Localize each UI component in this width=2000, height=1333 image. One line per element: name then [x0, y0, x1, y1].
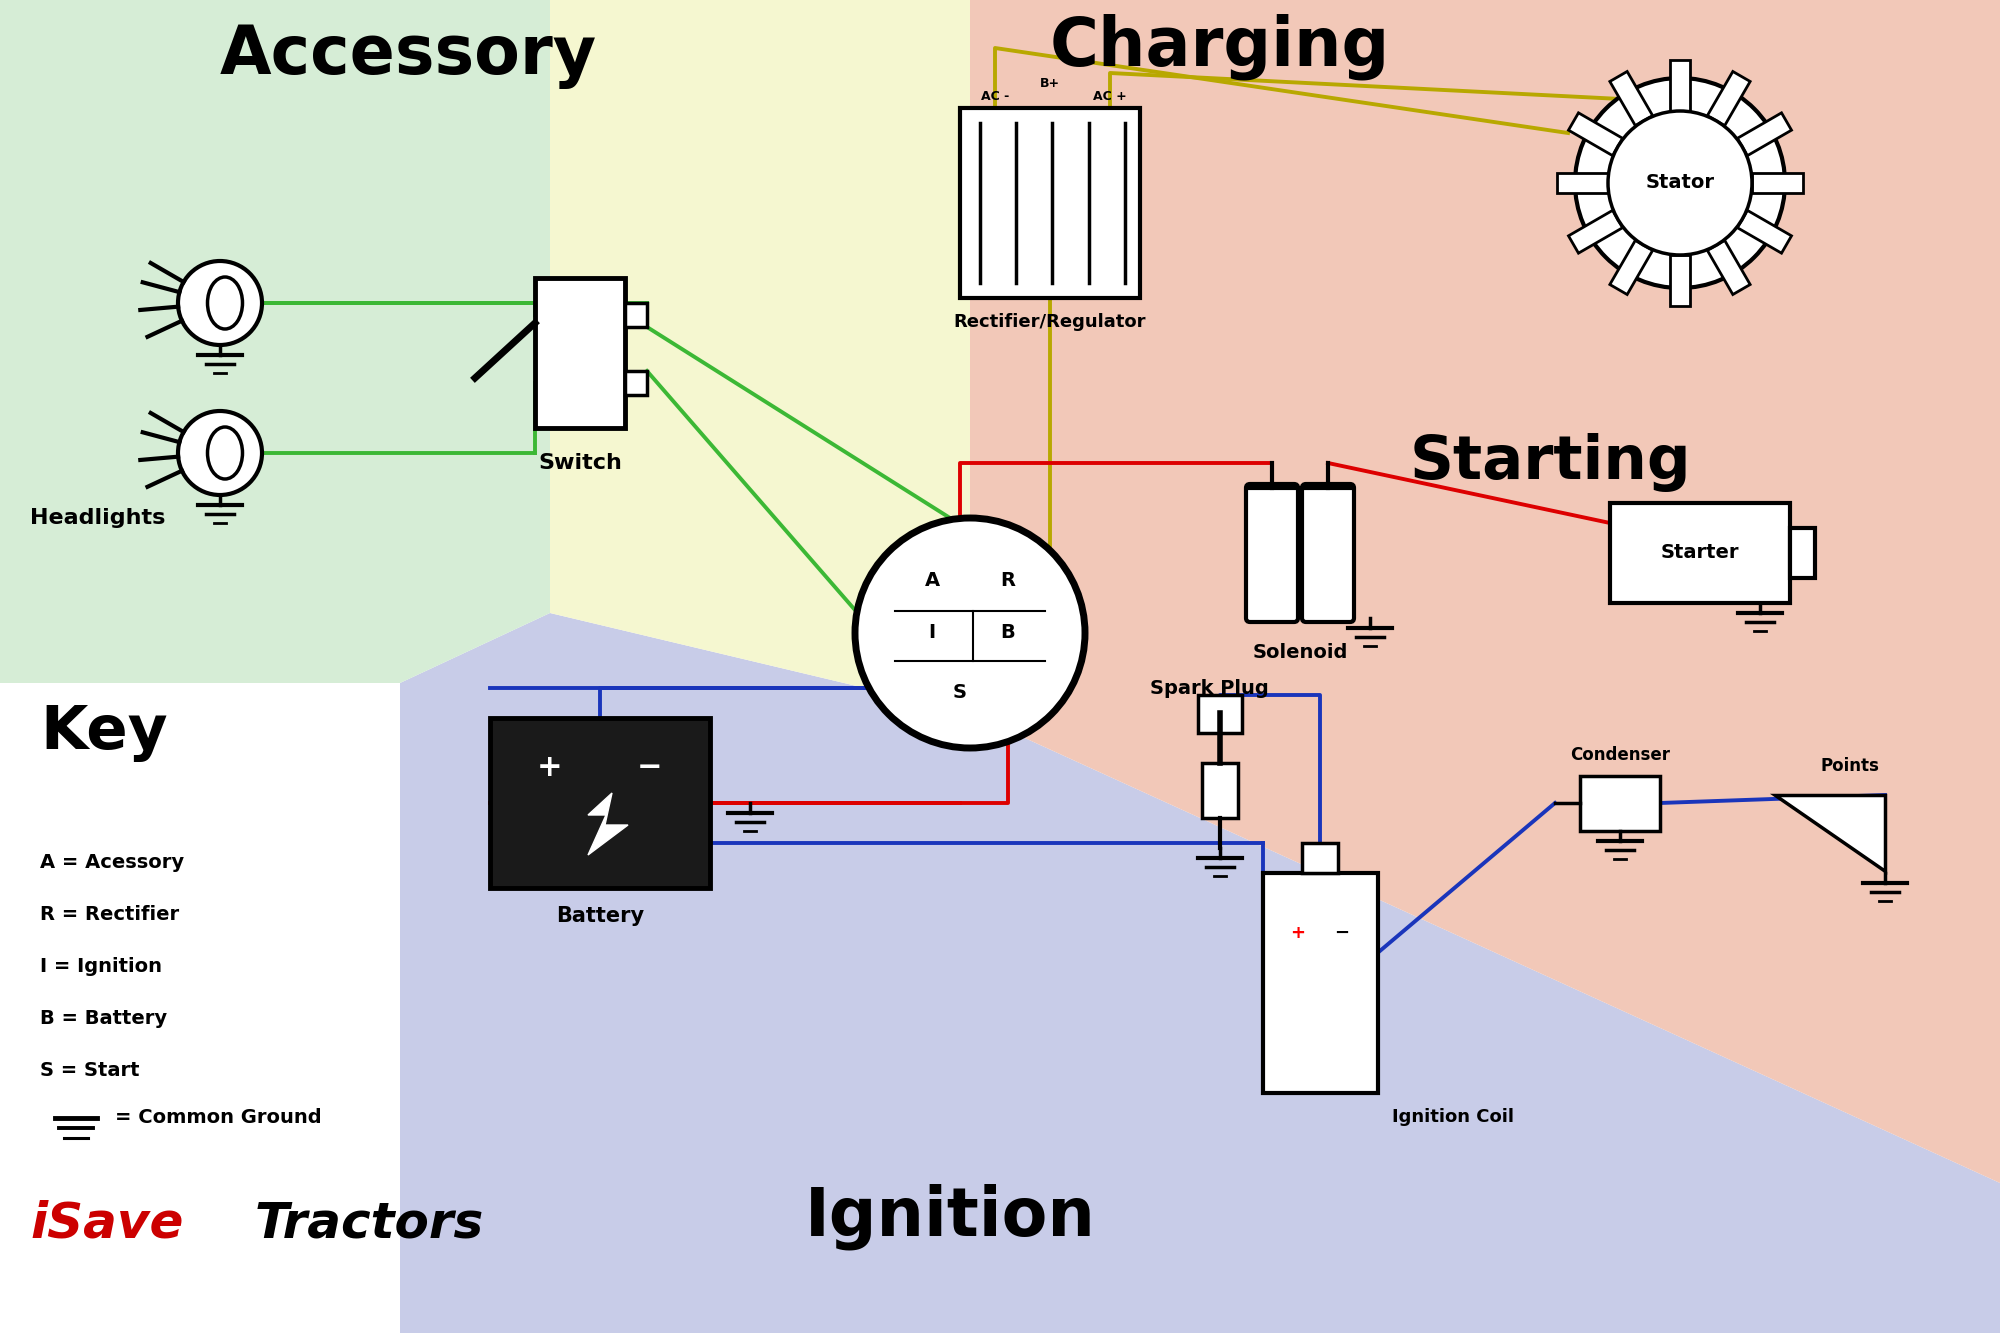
Polygon shape [970, 0, 2000, 1182]
Polygon shape [1568, 113, 1622, 156]
Bar [960, 108, 1140, 299]
Polygon shape [1670, 60, 1690, 111]
Text: R: R [1000, 572, 1016, 591]
Text: −: − [1334, 924, 1350, 942]
Text: Starter: Starter [1660, 544, 1740, 563]
FancyBboxPatch shape [1246, 484, 1298, 623]
Text: R = Rectifier: R = Rectifier [40, 905, 180, 924]
Bar [1202, 762, 1238, 818]
Text: iSave: iSave [30, 1200, 184, 1248]
Text: Condenser: Condenser [1570, 745, 1670, 764]
Circle shape [178, 411, 262, 495]
Bar [536, 279, 624, 428]
Bar [624, 371, 648, 395]
Polygon shape [1738, 211, 1792, 253]
Text: A = Acessory: A = Acessory [40, 853, 184, 872]
Polygon shape [0, 682, 400, 1333]
Text: Solenoid: Solenoid [1252, 643, 1348, 663]
Text: Starting: Starting [1410, 433, 1690, 492]
Bar [490, 718, 710, 888]
Text: AC -: AC - [980, 91, 1010, 103]
Text: Ignition: Ignition [804, 1182, 1096, 1249]
Circle shape [1608, 111, 1752, 255]
Text: B: B [1000, 624, 1016, 643]
Bar [1790, 528, 1814, 579]
Bar [1262, 873, 1378, 1093]
Circle shape [178, 261, 262, 345]
Polygon shape [1776, 794, 1886, 870]
Polygon shape [1708, 240, 1750, 295]
Bar [1580, 776, 1660, 830]
Text: S: S [954, 684, 968, 702]
Text: −: − [638, 753, 662, 782]
Ellipse shape [208, 277, 242, 329]
Polygon shape [1610, 72, 1652, 125]
Polygon shape [1738, 113, 1792, 156]
Polygon shape [0, 0, 550, 682]
Bar [1302, 842, 1338, 873]
Polygon shape [400, 613, 2000, 1333]
Polygon shape [550, 0, 970, 713]
Circle shape [854, 519, 1084, 748]
Text: +: + [538, 753, 562, 782]
Text: B+: B+ [1040, 77, 1060, 91]
Polygon shape [588, 793, 628, 854]
Text: I: I [928, 624, 936, 643]
FancyBboxPatch shape [1302, 484, 1354, 623]
Circle shape [1576, 79, 1786, 288]
Text: Stator: Stator [1646, 173, 1714, 192]
Text: Ignition Coil: Ignition Coil [1392, 1108, 1514, 1126]
Text: I = Ignition: I = Ignition [40, 957, 162, 976]
Text: Key: Key [40, 702, 168, 762]
Text: A: A [924, 572, 940, 591]
Polygon shape [1752, 173, 1804, 193]
Text: Points: Points [1820, 757, 1880, 774]
Text: Headlights: Headlights [30, 508, 166, 528]
Text: Spark Plug: Spark Plug [1150, 678, 1268, 698]
Text: Charging: Charging [1050, 13, 1390, 80]
Text: Switch: Switch [538, 453, 622, 473]
Polygon shape [1670, 255, 1690, 307]
Text: Accessory: Accessory [220, 23, 598, 89]
Bar [1198, 694, 1242, 733]
Text: Tractors: Tractors [256, 1200, 484, 1248]
Text: Rectifier/Regulator: Rectifier/Regulator [954, 313, 1146, 331]
Text: AC +: AC + [1094, 91, 1126, 103]
Text: +: + [1290, 924, 1306, 942]
Polygon shape [1556, 173, 1608, 193]
Bar [624, 303, 648, 327]
Polygon shape [1610, 240, 1652, 295]
Bar [1610, 503, 1790, 603]
Polygon shape [1568, 211, 1622, 253]
Text: B = Battery: B = Battery [40, 1009, 168, 1028]
Text: = Common Ground: = Common Ground [114, 1108, 322, 1126]
Text: Battery: Battery [556, 906, 644, 926]
Ellipse shape [208, 427, 242, 479]
Polygon shape [1708, 72, 1750, 125]
Text: S = Start: S = Start [40, 1061, 140, 1080]
